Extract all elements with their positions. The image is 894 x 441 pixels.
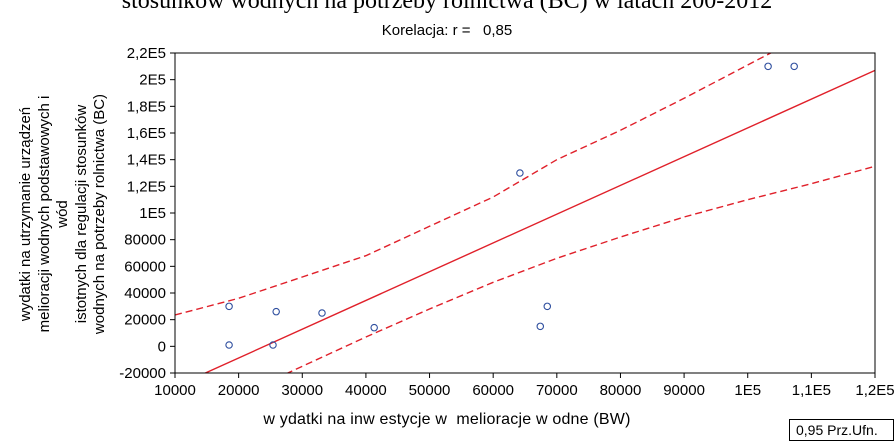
y-axis-label-line: istotnych dla regulacji stosunków xyxy=(72,104,90,324)
regression-line xyxy=(203,69,875,373)
data-point-4 xyxy=(272,307,280,316)
legend-confidence: 0,95 Prz.Ufn. xyxy=(789,419,894,441)
data-point-8 xyxy=(536,322,545,331)
x-axis-label: w ydatki na inw estycje w melioracje w o… xyxy=(263,411,631,428)
chart-title: Korelacja: r = 0,85 xyxy=(381,22,513,39)
x-tick-label: 1,1E5 xyxy=(792,382,831,399)
y-tick-label: 20000 xyxy=(124,312,166,329)
y-tick-label: 0 xyxy=(158,338,166,355)
y-axis-label: wydatki na utrzymanie urządzeń melioracji… xyxy=(17,84,108,344)
y-tick-label: 1,2E5 xyxy=(127,178,166,195)
x-tick-label: 30000 xyxy=(281,382,323,399)
y-tick-label: 80000 xyxy=(124,232,166,249)
y-tick-label: 1E5 xyxy=(139,205,166,222)
y-tick-label: 40000 xyxy=(124,285,166,302)
figure-title: stosunków wodnych na potrzeby rolnictwa … xyxy=(121,0,773,14)
y-axis-label-line: melioracji wodnych podstawowych i wód xyxy=(35,95,72,333)
data-point-3 xyxy=(269,341,277,349)
confidence-lower-band xyxy=(286,165,875,373)
data-point-11 xyxy=(790,62,798,71)
x-tick-label: 60000 xyxy=(472,382,514,399)
y-axis-label-line: wodnych na potrzeby rolnictwa (BC) xyxy=(91,93,108,335)
y-tick-label: 1,4E5 xyxy=(127,152,166,169)
x-tick-label: 90000 xyxy=(663,382,705,399)
plot-frame xyxy=(174,52,876,374)
y-tick-label: 2,2E5 xyxy=(127,45,166,62)
data-point-1 xyxy=(225,302,233,311)
data-point-10 xyxy=(764,62,772,71)
plot-clip-group xyxy=(175,53,875,373)
confidence-upper-band xyxy=(175,53,773,316)
x-tick-label: 1E5 xyxy=(734,382,761,399)
x-tick-label: 10000 xyxy=(154,382,196,399)
y-tick-label: -20000 xyxy=(119,365,166,382)
y-tick-label: 1,8E5 xyxy=(127,98,166,115)
y-tick-label: 2E5 xyxy=(139,72,166,89)
y-tick-label: 1,6E5 xyxy=(127,125,166,142)
data-point-2 xyxy=(225,341,233,349)
x-tick-label: 40000 xyxy=(345,382,387,399)
data-point-7 xyxy=(516,169,524,177)
data-point-6 xyxy=(370,323,378,332)
data-point-5 xyxy=(318,309,326,317)
x-tick-label: 70000 xyxy=(536,382,578,399)
y-tick-label: 60000 xyxy=(124,258,166,275)
x-tick-label: 20000 xyxy=(218,382,260,399)
plot-area xyxy=(175,53,875,373)
x-tick-label: 80000 xyxy=(600,382,642,399)
x-tick-label: 1,2E5 xyxy=(855,382,894,399)
data-point-9 xyxy=(543,302,552,311)
x-tick-label: 50000 xyxy=(409,382,451,399)
y-axis-label-line: wydatki na utrzymanie urządzeń xyxy=(17,106,34,322)
axes: -20000 0 20000 40000 60000 80000 1E5 1,2E5 1,4E5… xyxy=(119,45,894,399)
